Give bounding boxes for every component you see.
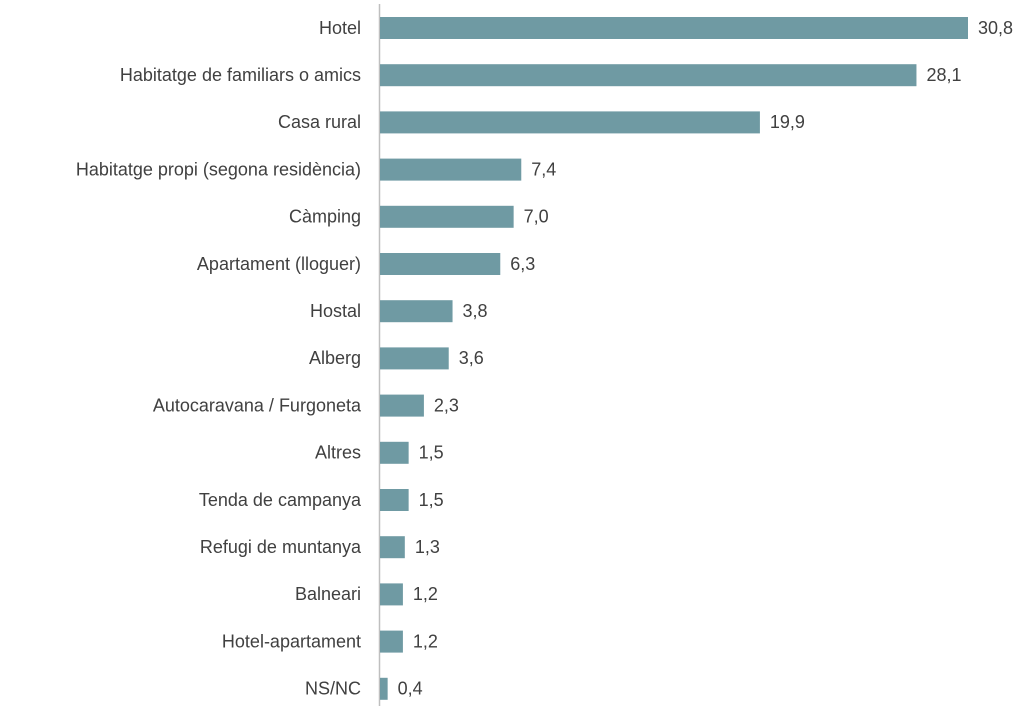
y-tick-label: Tenda de campanya [199, 490, 362, 510]
bar [380, 677, 388, 700]
bar [380, 205, 514, 228]
bar [380, 630, 403, 653]
y-tick-label: Hostal [310, 301, 361, 321]
bar [380, 300, 453, 323]
bar [380, 583, 403, 606]
value-label: 7,0 [524, 207, 549, 227]
bar [380, 111, 760, 134]
value-label: 28,1 [926, 65, 961, 85]
value-label: 3,6 [459, 348, 484, 368]
bar [380, 17, 968, 39]
value-label: 7,4 [531, 159, 556, 179]
y-tick-label: Refugi de muntanya [200, 537, 362, 557]
value-label: 1,5 [419, 490, 444, 510]
value-label: 19,9 [770, 112, 805, 132]
value-label: 1,5 [419, 443, 444, 463]
bar [380, 441, 409, 464]
y-tick-label: Autocaravana / Furgoneta [153, 395, 362, 415]
bar [380, 394, 424, 417]
value-label: 6,3 [510, 254, 535, 274]
y-tick-label: Balneari [295, 584, 361, 604]
bar [380, 347, 449, 370]
value-label: 3,8 [463, 301, 488, 321]
y-tick-label: NS/NC [305, 679, 361, 699]
y-tick-label: Hotel-apartament [222, 631, 361, 651]
bar [380, 158, 522, 181]
y-tick-label: Càmping [289, 207, 361, 227]
y-tick-label: Altres [315, 443, 361, 463]
y-tick-label: Habitatge propi (segona residència) [76, 159, 361, 179]
value-label: 1,2 [413, 584, 438, 604]
value-label: 0,4 [398, 679, 423, 699]
bar [380, 489, 409, 511]
value-label: 30,8 [978, 18, 1013, 38]
y-tick-label: Hotel [319, 18, 361, 38]
value-label: 2,3 [434, 395, 459, 415]
y-tick-label: Habitatge de familiars o amics [120, 65, 361, 85]
y-tick-label: Apartament (lloguer) [197, 254, 361, 274]
value-label: 1,2 [413, 631, 438, 651]
bar [380, 253, 501, 275]
value-label: 1,3 [415, 537, 440, 557]
bar [380, 64, 917, 87]
bar [380, 536, 405, 559]
y-tick-label: Alberg [309, 348, 361, 368]
y-tick-label: Casa rural [278, 112, 361, 132]
